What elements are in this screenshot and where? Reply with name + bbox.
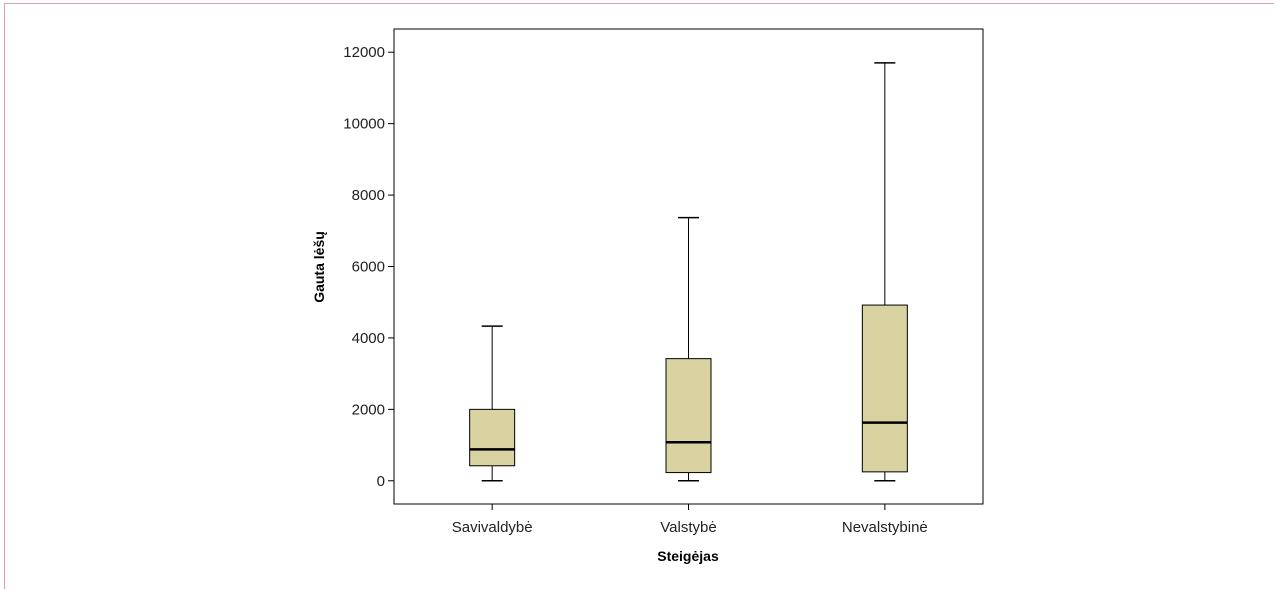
x-tick-label: Nevalstybinė — [842, 519, 928, 536]
y-tick-label: 10000 — [343, 116, 385, 133]
box-group — [469, 325, 516, 482]
y-tick-label: 2000 — [352, 401, 385, 418]
y-tick-label: 0 — [377, 473, 385, 490]
box-group — [665, 216, 712, 482]
y-axis-title: Gauta lėšų — [311, 231, 327, 303]
y-tick-label: 12000 — [343, 44, 385, 61]
frame-border-top — [4, 3, 1274, 4]
box-group — [861, 62, 908, 482]
x-tick-label: Valstybė — [660, 519, 716, 536]
x-axis-title: Steigėjas — [657, 548, 719, 564]
y-tick-label: 6000 — [352, 259, 385, 276]
box-iqr — [665, 358, 712, 474]
x-axis: Savivaldybė Valstybė Nevalstybinė — [452, 504, 928, 536]
y-tick-label: 4000 — [352, 330, 385, 347]
box-iqr — [861, 304, 908, 473]
box-iqr — [469, 408, 516, 467]
x-tick-label: Savivaldybė — [452, 519, 533, 536]
y-tick-label: 8000 — [352, 187, 385, 204]
frame-border-left — [4, 3, 5, 589]
y-axis: 0 2000 4000 6000 8000 10000 12000 — [343, 44, 394, 490]
box-series — [469, 62, 908, 482]
